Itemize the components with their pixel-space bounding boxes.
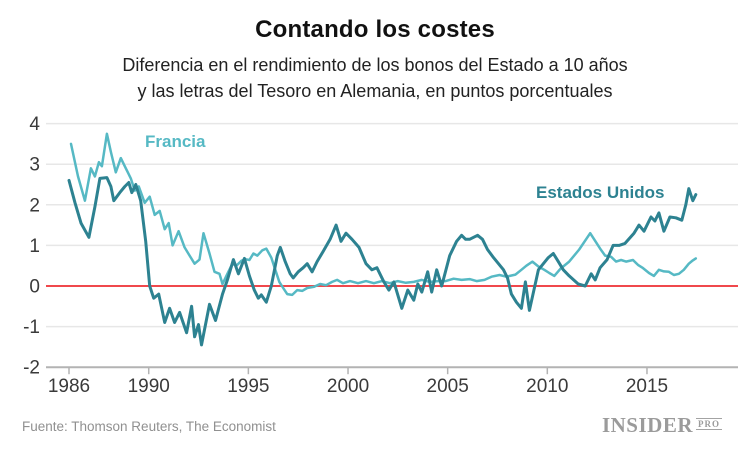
series-label-francia: Francia: [145, 132, 206, 151]
x-tick-label: 2005: [427, 376, 469, 397]
x-tick-label: 2015: [626, 376, 668, 397]
y-tick-label: 4: [29, 114, 40, 135]
series-label-estados-unidos: Estados Unidos: [536, 183, 664, 202]
source-credit: Fuente: Thomson Reuters, The Economist: [22, 419, 276, 434]
y-tick-label: -2: [23, 358, 40, 379]
y-tick-label: 3: [29, 155, 40, 176]
x-tick-label: 1986: [48, 376, 90, 397]
x-tick-label: 2010: [526, 376, 568, 397]
series-line-estados-unidos: [67, 176, 698, 347]
logo-insider-text: INSIDER: [601, 413, 693, 437]
x-tick-label: 1990: [128, 376, 170, 397]
x-tick-label: 1995: [227, 376, 269, 397]
chart-title: Contando los costes: [255, 16, 495, 43]
y-tick-label: 1: [29, 236, 40, 257]
chart-subtitle-line2: y las letras del Tesoro en Alemania, en …: [137, 81, 613, 101]
chart-subtitle-line1: Diferencia en el rendimiento de los bono…: [122, 55, 628, 75]
y-tick-label: 2: [29, 195, 40, 216]
y-tick-label: -1: [23, 317, 40, 338]
logo-pro-text: PRO: [696, 418, 722, 430]
series-line-francia: [69, 132, 698, 297]
insiderpro-logo: INSIDER PRO: [602, 413, 722, 438]
y-tick-label: 0: [29, 277, 40, 298]
x-tick-label: 2000: [327, 376, 369, 397]
chart-subtitle: Diferencia en el rendimiento de los bono…: [0, 52, 750, 104]
